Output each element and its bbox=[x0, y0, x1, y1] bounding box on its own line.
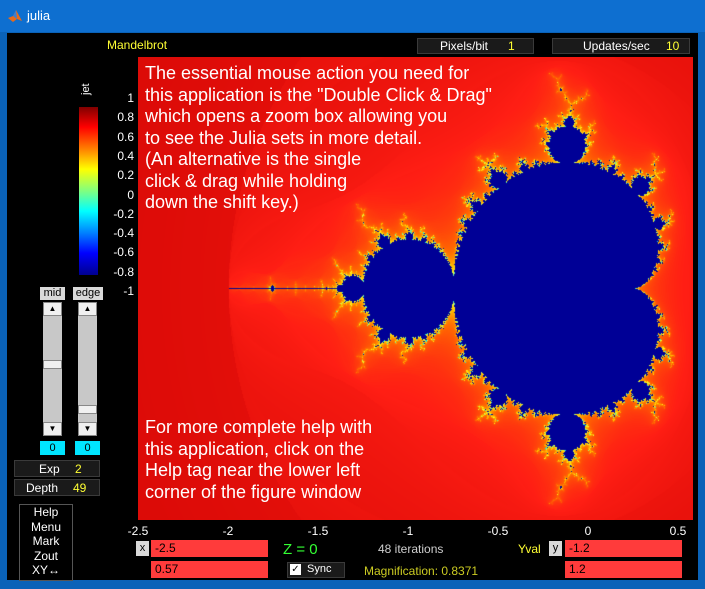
x-tick-label: -1 bbox=[402, 524, 414, 538]
magnification-text: Magnification: 0.8371 bbox=[364, 564, 479, 578]
help-text-line: this application, click on the bbox=[145, 438, 365, 459]
edge-slider[interactable]: ▲ ▼ bbox=[78, 302, 97, 436]
help-text-line: which opens a zoom box allowing you bbox=[145, 106, 448, 126]
updates-per-sec-label: Updates/sec bbox=[583, 39, 650, 53]
y-tick-label: -0.4 bbox=[113, 226, 134, 241]
help-text-bottom: For more complete help with this applicat… bbox=[145, 417, 372, 503]
y-tick-label: 0.2 bbox=[117, 168, 134, 183]
x-tick-label: -2.5 bbox=[127, 524, 149, 538]
matlab-logo-icon bbox=[8, 10, 22, 22]
y-max-field[interactable]: 1.2 bbox=[565, 561, 682, 578]
pixels-per-bit-label: Pixels/bit bbox=[440, 39, 489, 53]
colorbar bbox=[79, 107, 98, 275]
mid-slider-label: mid bbox=[40, 287, 65, 300]
edge-slider-label: edge bbox=[73, 287, 103, 300]
depth-value[interactable]: 49 bbox=[73, 481, 87, 495]
help-text-line: to see the Julia sets in more detail. bbox=[145, 127, 423, 148]
help-text-top: The essential mouse action you need for t… bbox=[145, 63, 492, 214]
x-tick-label: -2 bbox=[222, 524, 234, 538]
help-menu-item[interactable]: XY↔ bbox=[31, 563, 60, 577]
help-text-line: The essential mouse action you need for bbox=[145, 63, 470, 83]
help-text-line: For more complete help with bbox=[145, 417, 373, 437]
window-title: julia bbox=[27, 8, 51, 23]
mid-slider-thumb[interactable] bbox=[43, 359, 62, 369]
y-tick-label: -0.6 bbox=[113, 245, 134, 260]
y-tick-label: -1 bbox=[123, 284, 134, 298]
help-text-line: click & drag while holding bbox=[145, 170, 348, 191]
help-menu-item[interactable]: Menu bbox=[30, 519, 62, 534]
edge-slider-up-arrow-icon[interactable]: ▲ bbox=[78, 302, 97, 316]
z-label: Z = 0 bbox=[283, 541, 318, 558]
pixels-per-bit-value[interactable]: 1 bbox=[508, 39, 515, 53]
pixels-per-bit-box: Pixels/bit 1 bbox=[417, 38, 534, 54]
help-text-line: this application is the "Double Click & … bbox=[145, 84, 492, 105]
mandelbrot-plot[interactable]: The essential mouse action you need for t… bbox=[138, 57, 693, 520]
mid-slider[interactable]: ▲ ▼ bbox=[43, 302, 62, 436]
help-text-line: Help tag near the lower left bbox=[145, 460, 361, 480]
x-tick-label: 0 bbox=[584, 524, 592, 538]
help-menu: Help Menu Mark Zout XY↔ bbox=[19, 504, 73, 581]
y-tick-label: 0 bbox=[127, 187, 134, 202]
plot-title: Mandelbrot bbox=[107, 38, 168, 52]
yval-label: Yval bbox=[518, 542, 541, 556]
help-menu-item[interactable]: Zout bbox=[33, 548, 58, 563]
colorbar-label: jet bbox=[80, 83, 92, 95]
mid-value[interactable]: 0 bbox=[40, 441, 65, 455]
y-tick-label: 1 bbox=[127, 91, 134, 105]
edge-value[interactable]: 0 bbox=[75, 441, 100, 455]
edge-slider-thumb[interactable] bbox=[78, 405, 97, 415]
exp-box: Exp 2 bbox=[14, 460, 100, 477]
updates-per-sec-value[interactable]: 10 bbox=[666, 39, 680, 53]
depth-label: Depth bbox=[26, 481, 59, 495]
window-titlebar: julia bbox=[0, 0, 705, 32]
mid-slider-up-arrow-icon[interactable]: ▲ bbox=[43, 302, 62, 316]
x-label: x bbox=[136, 541, 149, 556]
x-tick-label: -0.5 bbox=[487, 524, 509, 538]
x-min-field[interactable]: -2.5 bbox=[151, 540, 268, 557]
iterations-text: 48 iterations bbox=[378, 542, 444, 556]
help-text-line: corner of the figure window bbox=[145, 481, 362, 502]
sync-checkbox[interactable]: ✓ bbox=[290, 564, 301, 575]
sync-checkbox-box[interactable]: ✓ Sync bbox=[287, 562, 345, 578]
exp-label: Exp bbox=[39, 462, 60, 476]
help-text-line: (An alternative is the single bbox=[145, 149, 362, 169]
y-min-field[interactable]: -1.2 bbox=[565, 540, 682, 557]
help-text-line: down the shift key.) bbox=[145, 192, 299, 212]
help-menu-item[interactable]: Help bbox=[33, 505, 59, 519]
help-menu-item[interactable]: Mark bbox=[32, 534, 60, 548]
x-tick-label: 0.5 bbox=[669, 524, 687, 538]
y-tick-label: -0.8 bbox=[113, 264, 134, 279]
sync-label: Sync bbox=[307, 563, 332, 575]
x-max-field[interactable]: 0.57 bbox=[151, 561, 268, 578]
y-label: y bbox=[549, 541, 562, 556]
edge-slider-down-arrow-icon[interactable]: ▼ bbox=[78, 422, 97, 436]
mid-slider-down-arrow-icon[interactable]: ▼ bbox=[43, 422, 62, 436]
exp-value[interactable]: 2 bbox=[75, 462, 82, 476]
updates-per-sec-box: Updates/sec 10 bbox=[552, 38, 690, 54]
y-tick-label: 0.4 bbox=[117, 148, 134, 163]
x-tick-label: -1.5 bbox=[307, 524, 329, 538]
y-tick-label: 0.8 bbox=[117, 110, 134, 125]
mandelbrot-canvas[interactable] bbox=[138, 57, 693, 520]
y-tick-label: 0.6 bbox=[117, 129, 134, 144]
depth-box: Depth 49 bbox=[14, 479, 100, 496]
y-tick-label: -0.2 bbox=[113, 206, 134, 221]
